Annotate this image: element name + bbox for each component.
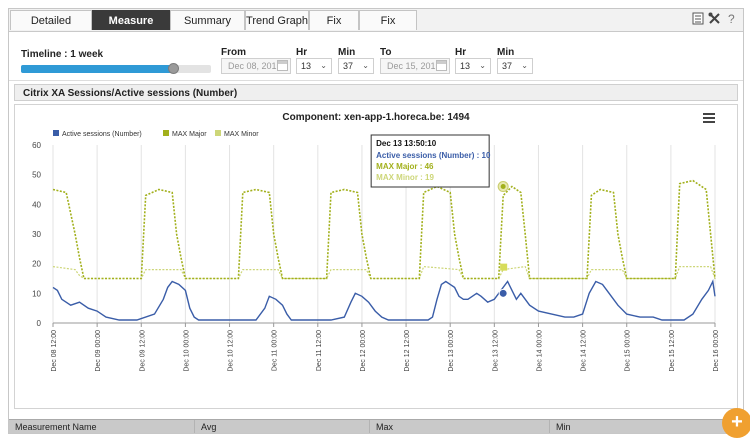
measure-graph-panel: Citrix XA Sessions/Active sessions (Numb…: [9, 84, 743, 411]
legend-label: MAX Minor: [224, 131, 259, 138]
legend-swatch: [215, 130, 221, 136]
menu-icon[interactable]: [703, 113, 715, 123]
x-tick-label: Dec 08 12:00: [51, 330, 58, 372]
x-tick-label: Dec 14 12:00: [581, 330, 588, 372]
calendar-icon[interactable]: [277, 60, 288, 71]
x-tick-label: Dec 13 12:00: [492, 330, 499, 372]
from-date-value: Dec 08, 2016: [228, 61, 282, 71]
timeline-slider[interactable]: [21, 63, 211, 74]
tooltip-marker: [498, 288, 508, 298]
legend-swatch: [163, 130, 169, 136]
line-chart: Component: xen-app-1.horeca.be: 1494 Act…: [32, 112, 720, 372]
series-line: [52, 265, 716, 280]
x-tick-label: Dec 13 00:00: [448, 330, 455, 372]
x-tick-label: Dec 09 00:00: [95, 330, 102, 372]
chart-title: Component: xen-app-1.horeca.be: 1494: [282, 112, 470, 123]
to-label: To: [380, 47, 392, 58]
tooltip-header: Dec 13 13:50:10: [376, 139, 437, 148]
chevron-down-icon: ⌄: [320, 61, 327, 70]
y-tick-label: 30: [32, 230, 41, 239]
tab-measure-graph[interactable]: Measure Graph: [92, 10, 170, 47]
x-tick-label: Dec 12 00:00: [360, 330, 367, 372]
timeline-slider-thumb[interactable]: [168, 63, 179, 74]
tools-icon[interactable]: [707, 12, 721, 26]
y-axis: 0 10 20 30 40 50 60: [32, 141, 41, 328]
tooltip-marker: [500, 184, 506, 190]
tooltip-box: [370, 134, 490, 188]
tab-detailed-diagnosis[interactable]: Detailed Diagnosis: [10, 10, 92, 47]
x-tick-label: Dec 15 00:00: [625, 330, 632, 372]
from-hr-label: Hr: [296, 47, 308, 58]
measurement-table-header: Measurement Name Avg Max Min: [9, 419, 743, 433]
col-measurement-name[interactable]: Measurement Name: [9, 420, 195, 433]
timeline-controls: Timeline : 1 week From Dec 08, 2016 Hr 1…: [9, 32, 743, 81]
legend-label: MAX Major: [172, 131, 207, 138]
x-tick-label: Dec 15 12:00: [669, 330, 676, 372]
from-date-field[interactable]: Dec 08, 2016: [221, 58, 291, 74]
tab-fix-history[interactable]: Fix History: [309, 10, 359, 47]
help-icon[interactable]: ?: [724, 12, 738, 26]
tooltip-line: MAX Major : 46: [376, 162, 434, 171]
x-tick-label: Dec 09 12:00: [139, 330, 146, 372]
chart-series: [52, 179, 716, 321]
tooltip-marker: [500, 263, 508, 271]
x-tick-label: Dec 16 00:00: [713, 330, 720, 372]
y-tick-label: 60: [32, 141, 41, 150]
y-tick-label: 40: [32, 200, 41, 209]
document-icon[interactable]: [691, 12, 705, 26]
from-hour-select[interactable]: 13 ⌄: [296, 58, 332, 74]
to-hour-select[interactable]: 13 ⌄: [455, 58, 491, 74]
to-date-value: Dec 15, 2016: [387, 61, 441, 71]
to-min-label: Min: [497, 47, 515, 58]
col-max[interactable]: Max: [370, 420, 550, 433]
from-hour-value: 13: [301, 61, 312, 71]
timeline-slider-fill: [21, 65, 173, 73]
y-tick-label: 50: [32, 171, 41, 180]
legend-label: Active sessions (Number): [62, 131, 142, 138]
x-tick-label: Dec 11 00:00: [272, 330, 279, 371]
timeline-label: Timeline : 1 week: [21, 49, 104, 60]
y-tick-label: 10: [32, 289, 41, 298]
panel-title: Citrix XA Sessions/Active sessions (Numb…: [14, 84, 738, 101]
chevron-down-icon: ⌄: [362, 61, 369, 70]
from-label: From: [221, 47, 246, 58]
from-minute-select[interactable]: 37 ⌄: [338, 58, 374, 74]
tab-bar: Detailed Diagnosis Measure Graph Summary…: [9, 9, 743, 47]
calendar-icon[interactable]: [436, 60, 447, 71]
svg-text:?: ?: [728, 12, 735, 25]
chart-tooltip: Dec 13 13:50:10 Active sessions (Number) …: [370, 134, 509, 298]
x-tick-label: Dec 10 00:00: [183, 330, 190, 372]
chart-area: Component: xen-app-1.horeca.be: 1494 Act…: [14, 104, 738, 409]
app-window: Detailed Diagnosis Measure Graph Summary…: [8, 8, 744, 434]
series-line: [52, 279, 716, 321]
col-avg[interactable]: Avg: [195, 420, 370, 433]
tab-summary-graph[interactable]: Summary Graph: [170, 10, 245, 47]
chart-legend: Active sessions (Number) MAX Major MAX Min…: [53, 130, 259, 138]
x-tick-label: Dec 10 12:00: [228, 330, 235, 372]
to-date-field[interactable]: Dec 15, 2016: [380, 58, 450, 74]
series-line: [52, 179, 716, 280]
x-tick-label: Dec 12 12:00: [404, 330, 411, 372]
to-hour-value: 13: [460, 61, 471, 71]
to-minute-value: 37: [502, 61, 513, 71]
chart-grid: [52, 145, 716, 323]
zoom-in-button[interactable]: +: [722, 408, 750, 438]
to-minute-select[interactable]: 37 ⌄: [497, 58, 533, 74]
tab-trend-graph[interactable]: Trend Graph: [245, 10, 309, 30]
tooltip-line: Active sessions (Number) : 10: [376, 151, 491, 160]
tab-fix-feedback[interactable]: Fix Feedback: [359, 10, 417, 47]
x-tick-label: Dec 14 00:00: [536, 330, 543, 372]
x-tick-label: Dec 11 12:00: [316, 330, 323, 371]
y-tick-label: 20: [32, 260, 41, 269]
y-tick-label: 0: [37, 319, 42, 328]
col-min[interactable]: Min: [556, 422, 571, 432]
tooltip-line: MAX Minor : 19: [376, 173, 434, 182]
chevron-down-icon: ⌄: [521, 61, 528, 70]
x-axis: Dec 08 12:00 Dec 09 00:00 Dec 09 12:00 Dec …: [51, 322, 720, 372]
from-minute-value: 37: [343, 61, 354, 71]
legend-swatch: [53, 130, 59, 136]
from-min-label: Min: [338, 47, 356, 58]
chevron-down-icon: ⌄: [479, 61, 486, 70]
to-hr-label: Hr: [455, 47, 467, 58]
